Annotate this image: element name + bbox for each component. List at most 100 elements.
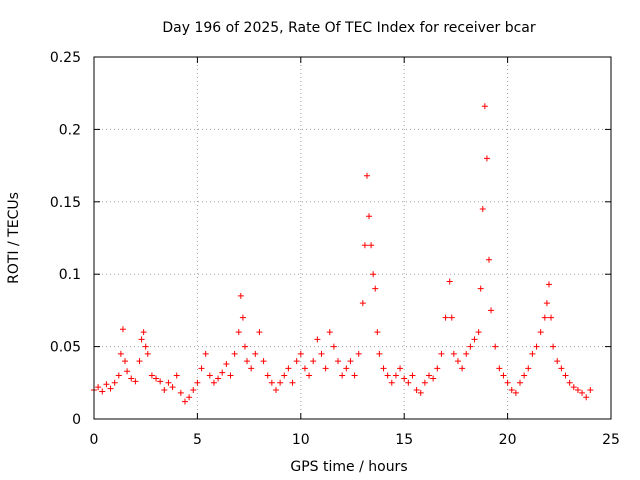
- data-point: [477, 285, 484, 292]
- y-axis-label: ROTI / TECUs: [6, 192, 22, 284]
- data-point: [359, 300, 366, 307]
- data-point: [351, 372, 358, 379]
- data-point: [248, 365, 255, 372]
- data-point: [310, 358, 317, 365]
- data-point: [306, 372, 313, 379]
- data-point: [107, 385, 114, 392]
- data-point: [537, 329, 544, 336]
- plot-frame: [93, 56, 612, 420]
- data-point: [380, 365, 387, 372]
- data-point: [554, 358, 561, 365]
- data-point: [194, 379, 201, 386]
- data-point: [161, 387, 168, 394]
- x-tick-label: 25: [602, 432, 620, 448]
- data-point: [206, 372, 213, 379]
- data-point: [252, 350, 259, 357]
- data-point: [260, 358, 267, 365]
- data-point: [467, 343, 474, 350]
- data-point: [409, 372, 416, 379]
- data-point: [496, 365, 503, 372]
- data-point: [95, 384, 102, 391]
- x-tick-label: 5: [193, 432, 202, 448]
- data-point: [438, 350, 445, 357]
- data-point: [119, 326, 126, 333]
- data-point: [488, 307, 495, 314]
- data-point: [368, 242, 375, 249]
- data-point: [136, 358, 143, 365]
- data-point: [570, 384, 577, 391]
- data-point: [339, 372, 346, 379]
- data-point: [244, 358, 251, 365]
- y-tick-label: 0.15: [50, 195, 81, 211]
- data-point: [111, 379, 118, 386]
- data-point: [492, 343, 499, 350]
- data-point: [153, 375, 160, 382]
- data-point: [397, 365, 404, 372]
- data-point: [541, 314, 548, 321]
- x-tick-label: 10: [292, 432, 310, 448]
- x-tick-labels: 0 5 10 15 20 25: [90, 432, 620, 448]
- data-point: [318, 350, 325, 357]
- data-point: [297, 350, 304, 357]
- data-point: [264, 372, 271, 379]
- data-point: [177, 389, 184, 396]
- data-point: [517, 379, 524, 386]
- y-tick-label: 0.1: [59, 267, 81, 283]
- data-point: [374, 329, 381, 336]
- data-point: [301, 365, 308, 372]
- data-point: [366, 213, 373, 220]
- data-point: [483, 155, 490, 162]
- data-point: [533, 343, 540, 350]
- data-point: [370, 271, 377, 278]
- data-point: [231, 350, 238, 357]
- data-point: [481, 103, 488, 110]
- data-point: [463, 350, 470, 357]
- axis-ticks: [93, 56, 612, 420]
- data-point: [579, 389, 586, 396]
- data-point: [256, 329, 263, 336]
- data-point: [521, 372, 528, 379]
- data-points: [91, 103, 594, 405]
- data-point: [471, 336, 478, 343]
- data-point: [475, 329, 482, 336]
- data-point: [198, 365, 205, 372]
- data-point: [322, 365, 329, 372]
- data-point: [361, 242, 368, 249]
- data-point: [157, 378, 164, 385]
- data-point: [442, 314, 449, 321]
- data-point: [181, 398, 188, 405]
- data-point: [122, 358, 129, 365]
- data-point: [140, 329, 147, 336]
- data-point: [285, 365, 292, 372]
- data-point: [281, 372, 288, 379]
- data-point: [190, 387, 197, 394]
- data-point: [388, 379, 395, 386]
- data-point: [99, 388, 106, 395]
- data-point: [326, 329, 333, 336]
- data-point: [543, 300, 550, 307]
- data-point: [450, 350, 457, 357]
- data-point: [566, 379, 573, 386]
- data-point: [372, 285, 379, 292]
- data-point: [132, 378, 139, 385]
- data-point: [268, 379, 275, 386]
- data-point: [124, 368, 131, 375]
- data-point: [210, 379, 217, 386]
- data-point: [235, 329, 242, 336]
- data-point: [446, 278, 453, 285]
- data-point: [479, 206, 486, 213]
- data-point: [277, 379, 284, 386]
- data-point: [173, 372, 180, 379]
- x-tick-label: 0: [90, 432, 99, 448]
- x-tick-label: 20: [499, 432, 517, 448]
- data-point: [574, 387, 581, 394]
- data-point: [138, 336, 145, 343]
- grid-lines: [94, 57, 611, 419]
- data-point: [448, 314, 455, 321]
- data-point: [169, 384, 176, 391]
- data-point: [392, 372, 399, 379]
- data-point: [117, 350, 124, 357]
- data-point: [405, 379, 412, 386]
- data-point: [485, 256, 492, 263]
